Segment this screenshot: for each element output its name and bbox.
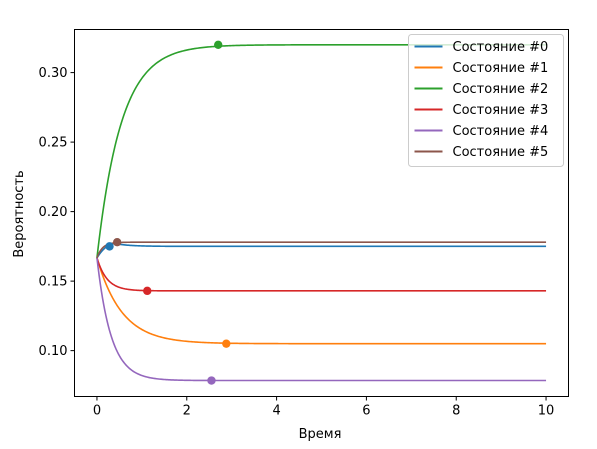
y-tick-label: 0.20 <box>39 205 68 220</box>
series-line-4 <box>96 257 547 382</box>
series-line-5 <box>96 241 547 259</box>
x-tick-label: 4 <box>272 404 280 419</box>
series-marker-5 <box>112 237 122 247</box>
x-tick-label: 10 <box>538 404 555 419</box>
series-line-1 <box>96 257 547 345</box>
legend-label-2: Состояние #2 <box>453 82 549 97</box>
legend-label-1: Состояние #1 <box>453 61 549 76</box>
series-marker-1 <box>222 339 231 348</box>
series-markers <box>105 40 231 385</box>
legend-label-4: Состояние #4 <box>453 124 549 139</box>
series-marker-0 <box>105 242 114 251</box>
x-tick-label: 0 <box>93 404 101 419</box>
x-tick-label: 6 <box>362 404 370 419</box>
x-axis-ticks: 0 2 4 6 8 10 <box>93 396 555 419</box>
legend-label-5: Состояние #5 <box>453 145 549 160</box>
series-marker-4 <box>207 376 216 385</box>
y-tick-label: 0.10 <box>39 344 68 359</box>
series-line-0 <box>96 242 547 259</box>
series-line-3 <box>96 257 547 292</box>
y-tick-label: 0.25 <box>39 136 68 151</box>
series-marker-2 <box>214 40 223 49</box>
y-tick-label: 0.15 <box>39 275 68 290</box>
plot-frame <box>74 29 569 397</box>
x-tick-label: 8 <box>452 404 460 419</box>
legend-label-3: Состояние #3 <box>453 103 549 118</box>
legend-box <box>408 34 564 167</box>
y-tick-label: 0.30 <box>39 66 68 81</box>
legend: Состояние #0 Состояние #1 Состояние #2 Сост… <box>408 34 564 167</box>
x-tick-label: 2 <box>183 404 191 419</box>
y-axis-label: Вероятность <box>12 170 27 257</box>
x-axis-label: Время <box>299 427 342 442</box>
series-marker-3 <box>143 286 152 296</box>
y-axis-ticks: 0.10 0.15 0.20 0.25 0.30 <box>39 66 75 359</box>
legend-label-0: Состояние #0 <box>453 40 549 55</box>
